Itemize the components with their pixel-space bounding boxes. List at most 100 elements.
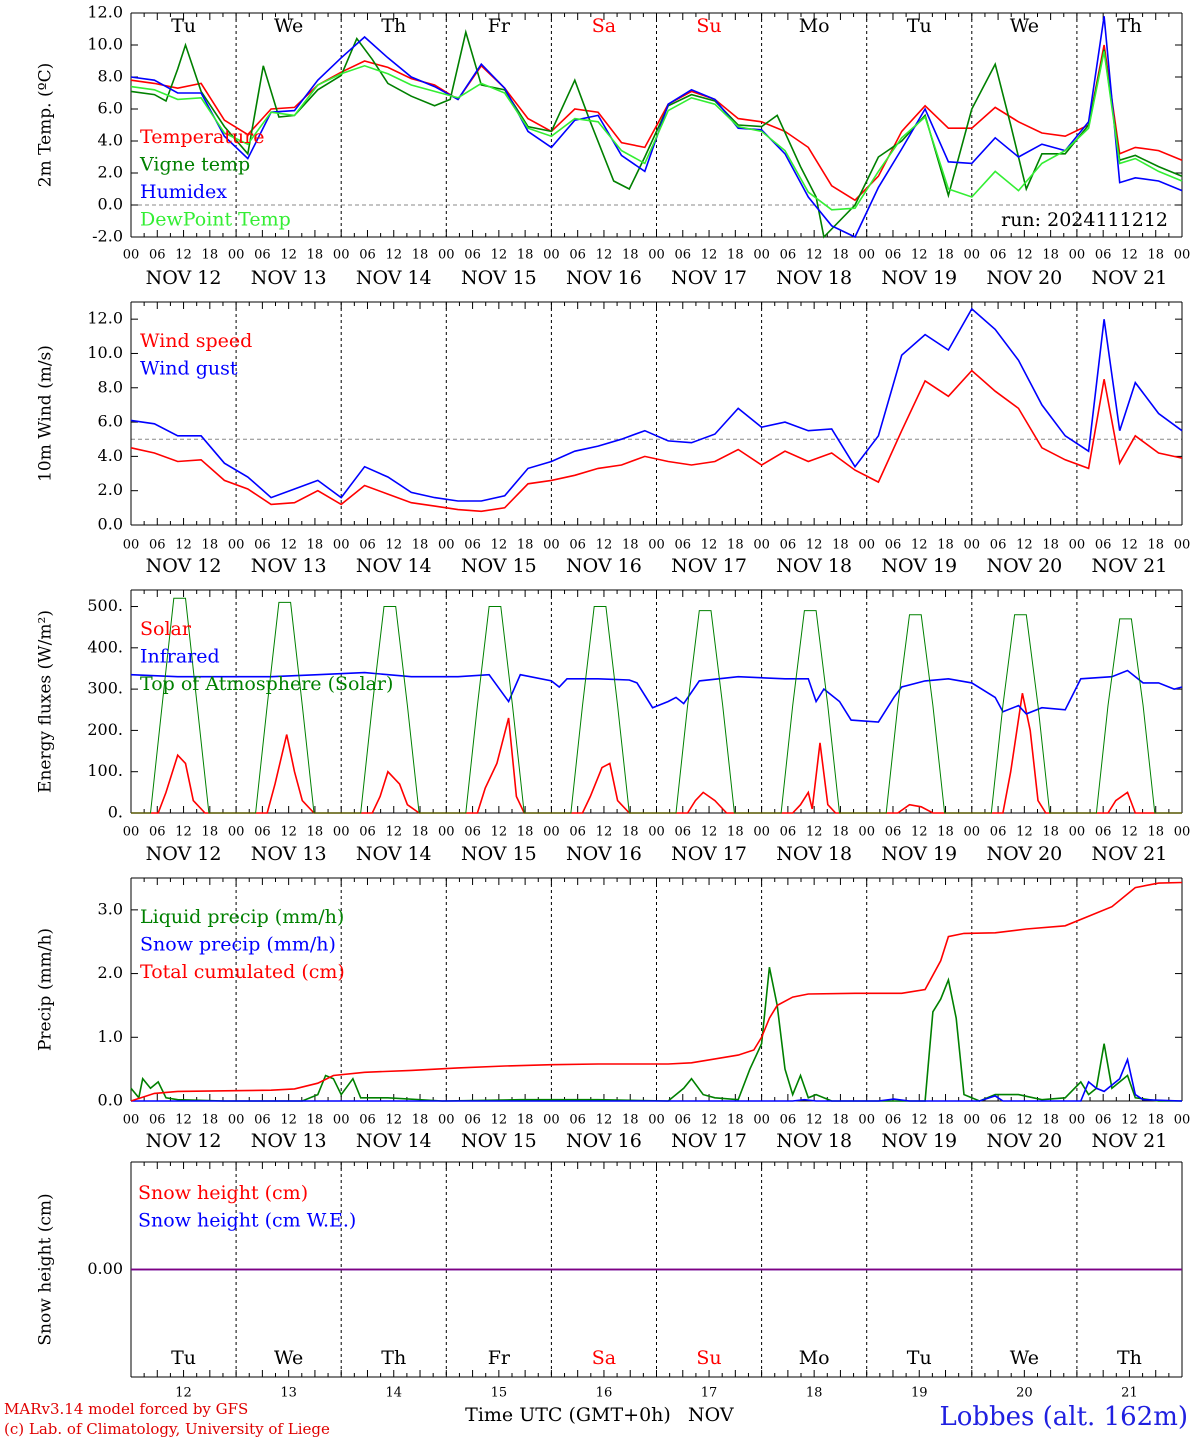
weekday-label: Sa (592, 1347, 616, 1369)
y-tick-label: 200. (87, 720, 123, 739)
hour-tick-label: 18 (622, 248, 639, 263)
hour-tick-label: 12 (175, 538, 192, 553)
hour-tick-label: 06 (675, 248, 692, 263)
day-number-label: 13 (280, 1386, 297, 1401)
date-label: NOV 20 (986, 555, 1062, 577)
date-label: NOV 13 (251, 555, 327, 577)
hour-tick-label: 12 (175, 825, 192, 840)
hour-tick-label: 00 (964, 538, 981, 553)
day-number-label: 18 (806, 1386, 823, 1401)
y-tick-label: 300. (87, 679, 123, 698)
hour-tick-label: 00 (1069, 1113, 1086, 1128)
legend-entry: Wind gust (140, 358, 238, 380)
legend-entry: Temperature (140, 126, 264, 148)
hour-tick-label: 06 (254, 538, 271, 553)
date-label: NOV 17 (671, 267, 747, 289)
hour-tick-label: 06 (990, 1113, 1007, 1128)
y-tick-label: 12.0 (87, 3, 123, 22)
hour-tick-label: 00 (753, 1113, 770, 1128)
weekday-label: Th (1117, 15, 1142, 37)
hour-tick-label: 06 (885, 1113, 902, 1128)
date-label: NOV 16 (566, 843, 642, 865)
hour-tick-label: 00 (228, 825, 245, 840)
y-tick-label: 2.0 (98, 163, 123, 182)
date-label: NOV 12 (146, 267, 222, 289)
weekday-label: Sa (592, 15, 616, 37)
hour-tick-label: 06 (780, 825, 797, 840)
hour-tick-label: 00 (648, 248, 665, 263)
series-line (130, 307, 1183, 502)
date-label: NOV 20 (986, 843, 1062, 865)
date-label: NOV 19 (881, 843, 957, 865)
hour-tick-label: 06 (254, 248, 271, 263)
hour-tick-label: 06 (1095, 1113, 1112, 1128)
hour-tick-label: 06 (990, 248, 1007, 263)
hour-tick-label: 18 (1147, 1113, 1164, 1128)
hour-tick-label: 18 (517, 1113, 534, 1128)
hour-tick-label: 12 (385, 825, 402, 840)
hour-tick-label: 00 (1174, 538, 1191, 553)
date-label: NOV 19 (881, 267, 957, 289)
hour-tick-label: 12 (175, 1113, 192, 1128)
hour-tick-label: 00 (333, 1113, 350, 1128)
date-label: NOV 21 (1092, 555, 1168, 577)
y-tick-label: -2.0 (92, 227, 123, 246)
weekday-label: We (1010, 15, 1039, 37)
weekday-label: Th (381, 15, 406, 37)
hour-tick-label: 06 (675, 825, 692, 840)
hour-tick-label: 18 (307, 825, 324, 840)
y-tick-label: 1.0 (98, 1027, 123, 1046)
date-label: NOV 17 (671, 1130, 747, 1152)
hour-tick-label: 18 (412, 825, 429, 840)
y-tick-label: 3.0 (98, 899, 123, 918)
y-tick-label: 400. (87, 637, 123, 656)
weekday-label: Tu (171, 15, 196, 37)
legend-entry: Infrared (140, 646, 220, 668)
hour-tick-label: 18 (622, 825, 639, 840)
hour-tick-label: 12 (806, 538, 823, 553)
hour-tick-label: 12 (911, 538, 928, 553)
date-label: NOV 15 (461, 267, 537, 289)
date-label: NOV 15 (461, 1130, 537, 1152)
hour-tick-label: 18 (727, 248, 744, 263)
hour-tick-label: 18 (937, 538, 954, 553)
hour-tick-label: 12 (1121, 248, 1138, 263)
date-label: NOV 18 (776, 267, 852, 289)
hour-tick-label: 12 (280, 538, 297, 553)
hour-tick-label: 00 (123, 825, 140, 840)
hour-tick-label: 18 (1042, 248, 1059, 263)
date-label: NOV 18 (776, 843, 852, 865)
hour-tick-label: 18 (832, 825, 849, 840)
hour-tick-label: 12 (701, 825, 718, 840)
date-label: NOV 19 (881, 555, 957, 577)
y-axis-label: Energy fluxes (W/m²) (36, 610, 56, 793)
y-tick-label: 10.0 (87, 35, 123, 54)
hour-tick-label: 00 (228, 538, 245, 553)
hour-tick-label: 06 (780, 1113, 797, 1128)
hour-tick-label: 00 (438, 538, 455, 553)
date-label: NOV 17 (671, 843, 747, 865)
hour-tick-label: 00 (648, 825, 665, 840)
hour-tick-label: 06 (464, 538, 481, 553)
y-tick-label: 12.0 (87, 309, 123, 328)
hour-tick-label: 12 (280, 825, 297, 840)
weekday-label: Tu (171, 1347, 196, 1369)
hour-tick-label: 06 (254, 1113, 271, 1128)
hour-tick-label: 18 (517, 825, 534, 840)
legend-entry: Top of Atmosphere (Solar) (140, 673, 393, 695)
hour-tick-label: 06 (254, 825, 271, 840)
hour-tick-label: 00 (1174, 248, 1191, 263)
hour-tick-label: 00 (438, 825, 455, 840)
date-label: NOV 21 (1092, 843, 1168, 865)
hour-tick-label: 18 (412, 248, 429, 263)
y-tick-label: 4.0 (98, 446, 123, 465)
y-tick-label: 0.0 (98, 515, 123, 534)
legend-entry: Vigne temp (139, 154, 250, 176)
hour-tick-label: 18 (937, 1113, 954, 1128)
hour-tick-label: 00 (1069, 248, 1086, 263)
y-tick-label: 4.0 (98, 131, 123, 150)
hour-tick-label: 18 (307, 248, 324, 263)
date-label: NOV 20 (986, 267, 1062, 289)
hour-tick-label: 12 (596, 538, 613, 553)
hour-tick-label: 18 (1147, 248, 1164, 263)
